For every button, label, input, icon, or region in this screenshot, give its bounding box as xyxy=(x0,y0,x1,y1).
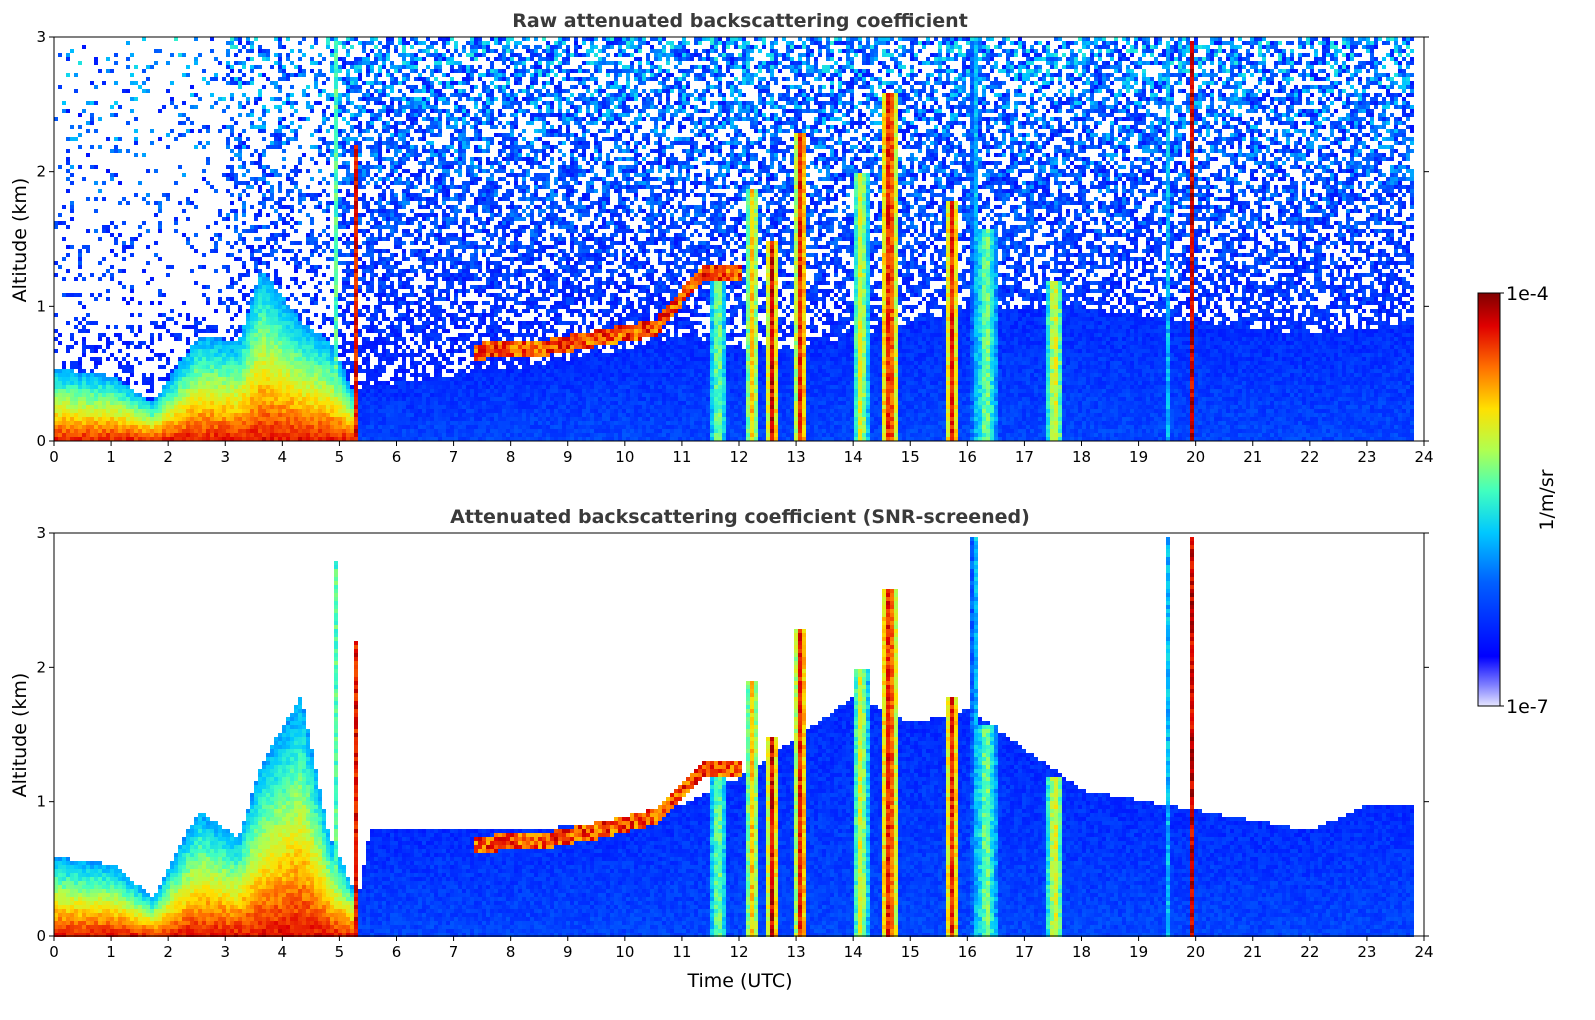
x-tick-label: 4 xyxy=(278,943,288,961)
y-tick-label: 3 xyxy=(36,28,46,46)
y-tick-label: 1 xyxy=(36,297,46,315)
x-tick-label: 0 xyxy=(49,943,59,961)
colorbar-max-label: 1e-4 xyxy=(1506,283,1549,305)
figure: Raw attenuated backscattering coefficien… xyxy=(0,0,1595,1020)
x-tick-label: 20 xyxy=(1186,448,1205,466)
colorbar-min-label: 1e-7 xyxy=(1506,696,1549,718)
x-tick-label: 15 xyxy=(901,943,920,961)
x-tick-label: 10 xyxy=(615,448,634,466)
y-tick-label: 3 xyxy=(36,524,46,542)
x-tick-label: 4 xyxy=(278,448,288,466)
y-tick-label: 1 xyxy=(36,793,46,811)
x-tick-label: 19 xyxy=(1129,943,1148,961)
x-tick-label: 22 xyxy=(1300,448,1319,466)
x-tick-label: 6 xyxy=(392,448,402,466)
x-tick-label: 10 xyxy=(615,943,634,961)
panel-1-title: Raw attenuated backscattering coefficien… xyxy=(512,10,968,32)
x-tick-label: 5 xyxy=(335,943,345,961)
x-tick-label: 23 xyxy=(1357,943,1376,961)
panel-2-title: Attenuated backscattering coefficient (S… xyxy=(450,506,1030,528)
x-tick-label: 13 xyxy=(787,448,806,466)
x-tick-label: 14 xyxy=(844,943,863,961)
y-tick-label: 0 xyxy=(36,432,46,450)
x-tick-label: 17 xyxy=(1015,448,1034,466)
x-tick-label: 7 xyxy=(449,448,459,466)
x-tick-label: 15 xyxy=(901,448,920,466)
x-tick-label: 1 xyxy=(106,448,116,466)
x-tick-label: 11 xyxy=(672,448,691,466)
x-tick-label: 19 xyxy=(1129,448,1148,466)
x-tick-label: 13 xyxy=(787,943,806,961)
x-tick-label: 2 xyxy=(163,943,173,961)
x-tick-label: 3 xyxy=(220,943,230,961)
x-tick-label: 8 xyxy=(506,943,516,961)
x-tick-label: 16 xyxy=(958,448,977,466)
x-tick-label: 21 xyxy=(1243,943,1262,961)
x-tick-label: 20 xyxy=(1186,943,1205,961)
x-tick-label: 12 xyxy=(729,448,748,466)
x-tick-label: 3 xyxy=(220,448,230,466)
panel-2-ylabel: Altitude (km) xyxy=(9,673,31,798)
x-tick-label: 2 xyxy=(163,448,173,466)
x-tick-label: 1 xyxy=(106,943,116,961)
x-tick-label: 18 xyxy=(1072,448,1091,466)
x-tick-label: 0 xyxy=(49,448,59,466)
x-tick-label: 11 xyxy=(672,943,691,961)
x-tick-label: 24 xyxy=(1414,943,1433,961)
x-tick-label: 12 xyxy=(729,943,748,961)
x-tick-label: 9 xyxy=(563,943,573,961)
x-tick-label: 17 xyxy=(1015,943,1034,961)
x-tick-label: 16 xyxy=(958,943,977,961)
x-tick-label: 18 xyxy=(1072,943,1091,961)
x-tick-label: 24 xyxy=(1414,448,1433,466)
x-tick-label: 21 xyxy=(1243,448,1262,466)
panel-2-xlabel: Time (UTC) xyxy=(686,970,792,992)
panel-1-heatmap xyxy=(54,37,1414,441)
y-tick-label: 0 xyxy=(36,927,46,945)
colorbar-label: 1/m/sr xyxy=(1536,469,1558,530)
x-tick-label: 14 xyxy=(844,448,863,466)
colorbar xyxy=(1478,293,1500,706)
panel-1-ylabel: Altitude (km) xyxy=(9,178,31,303)
x-tick-label: 8 xyxy=(506,448,516,466)
x-tick-label: 23 xyxy=(1357,448,1376,466)
panel-2-heatmap xyxy=(54,537,1414,937)
x-tick-label: 22 xyxy=(1300,943,1319,961)
x-tick-label: 6 xyxy=(392,943,402,961)
x-tick-label: 9 xyxy=(563,448,573,466)
x-tick-label: 7 xyxy=(449,943,459,961)
x-tick-label: 5 xyxy=(335,448,345,466)
y-tick-label: 2 xyxy=(36,163,46,181)
y-tick-label: 2 xyxy=(36,658,46,676)
